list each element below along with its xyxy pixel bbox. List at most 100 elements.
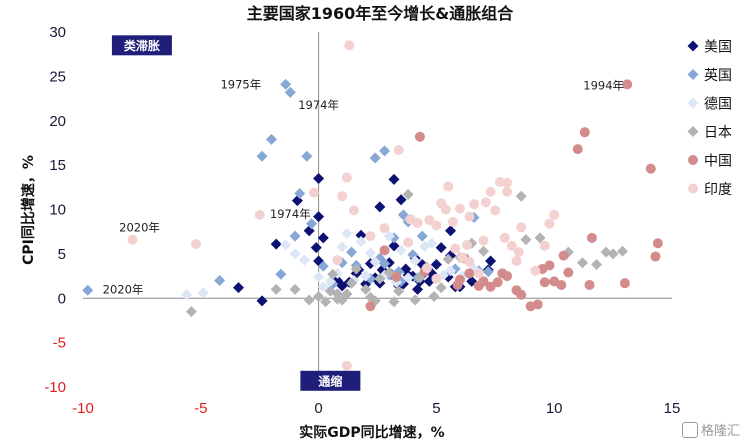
data-point — [502, 186, 513, 197]
data-point — [478, 235, 489, 246]
data-point — [360, 283, 372, 295]
data-point — [365, 231, 376, 242]
data-point — [473, 280, 484, 291]
data-point — [355, 235, 367, 247]
x-tick-label: -10 — [72, 400, 94, 417]
data-point — [365, 301, 376, 312]
data-point — [534, 232, 546, 244]
data-point — [563, 267, 574, 278]
data-point — [478, 245, 490, 257]
data-point — [364, 247, 376, 259]
data-point — [289, 248, 301, 260]
data-point — [421, 263, 432, 274]
x-tick-label: 15 — [664, 400, 681, 417]
data-point — [511, 285, 522, 296]
legend-marker — [687, 69, 699, 80]
y-tick-label: 5 — [58, 246, 66, 263]
data-point — [337, 191, 348, 202]
data-point — [332, 255, 343, 266]
data-point — [374, 273, 386, 285]
data-point — [254, 209, 265, 220]
y-tick-label: 10 — [49, 202, 66, 219]
annotation-label: 2020年 — [119, 220, 160, 234]
data-point — [383, 230, 395, 242]
data-point — [430, 259, 442, 271]
data-point — [506, 240, 517, 251]
data-point — [513, 247, 524, 258]
data-point — [549, 276, 560, 287]
data-point — [327, 268, 339, 280]
data-point — [407, 249, 419, 261]
legend-label: 英国 — [704, 67, 732, 84]
data-point — [412, 283, 424, 295]
region-label-box — [111, 35, 172, 56]
data-point — [393, 285, 405, 297]
data-point — [395, 244, 407, 256]
data-point — [280, 78, 292, 90]
data-point — [395, 194, 407, 206]
data-point — [426, 237, 438, 249]
data-point — [306, 218, 318, 230]
legend-label: 美国 — [704, 40, 732, 56]
data-point — [402, 188, 414, 200]
data-point — [431, 220, 442, 231]
x-tick-label: -5 — [194, 400, 207, 417]
data-point — [650, 251, 661, 262]
region-label: 类滞胀 — [124, 38, 160, 53]
data-point — [379, 223, 390, 234]
data-point — [443, 181, 454, 192]
legend-label: 中国 — [704, 154, 732, 170]
data-point — [82, 284, 94, 296]
data-point — [256, 150, 268, 162]
data-point — [469, 199, 480, 210]
data-point — [308, 187, 319, 198]
data-point — [464, 256, 475, 267]
year-annotations: 1975年 1974年 1994年 2020年 1974年 2020年 — [103, 77, 624, 296]
data-point — [482, 266, 494, 278]
data-point — [275, 268, 287, 280]
annotation-label: 1974年 — [298, 98, 339, 112]
series-group — [365, 79, 663, 312]
region-label: 通缩 — [318, 373, 342, 388]
x-tick-label: 0 — [314, 400, 322, 417]
data-point — [294, 188, 306, 200]
watermark-logo-icon — [681, 422, 698, 438]
data-point — [303, 294, 315, 306]
series-group — [185, 188, 629, 318]
data-point — [341, 172, 352, 183]
data-point — [435, 282, 447, 294]
data-point — [127, 234, 138, 245]
data-point — [265, 133, 277, 145]
x-axis-label: 实际GDP同比增速，% — [299, 424, 444, 441]
data-point — [214, 275, 226, 286]
data-point — [485, 255, 497, 267]
data-point — [558, 250, 569, 261]
data-point — [313, 172, 325, 184]
data-point — [464, 268, 475, 279]
annotation-label: 2020年 — [103, 282, 144, 296]
data-point — [485, 186, 496, 197]
region-label-box — [300, 370, 361, 391]
data-point — [313, 211, 325, 223]
watermark: 格隆汇 — [681, 420, 740, 440]
data-point — [402, 272, 414, 284]
data-point — [284, 86, 296, 98]
data-point — [232, 282, 244, 294]
data-point — [431, 273, 442, 284]
data-points — [82, 40, 663, 371]
data-point — [499, 232, 510, 243]
data-point — [317, 281, 329, 293]
y-tick-label: 25 — [49, 68, 66, 85]
data-point — [619, 278, 630, 289]
series-group — [127, 40, 560, 371]
data-point — [464, 211, 475, 222]
data-point — [586, 232, 597, 243]
data-point — [539, 277, 550, 288]
data-point — [341, 288, 353, 300]
data-point — [445, 265, 457, 277]
data-point — [369, 256, 381, 268]
y-axis-label: CPI同比增速，% — [20, 155, 37, 265]
y-tick-label: 15 — [49, 157, 66, 174]
